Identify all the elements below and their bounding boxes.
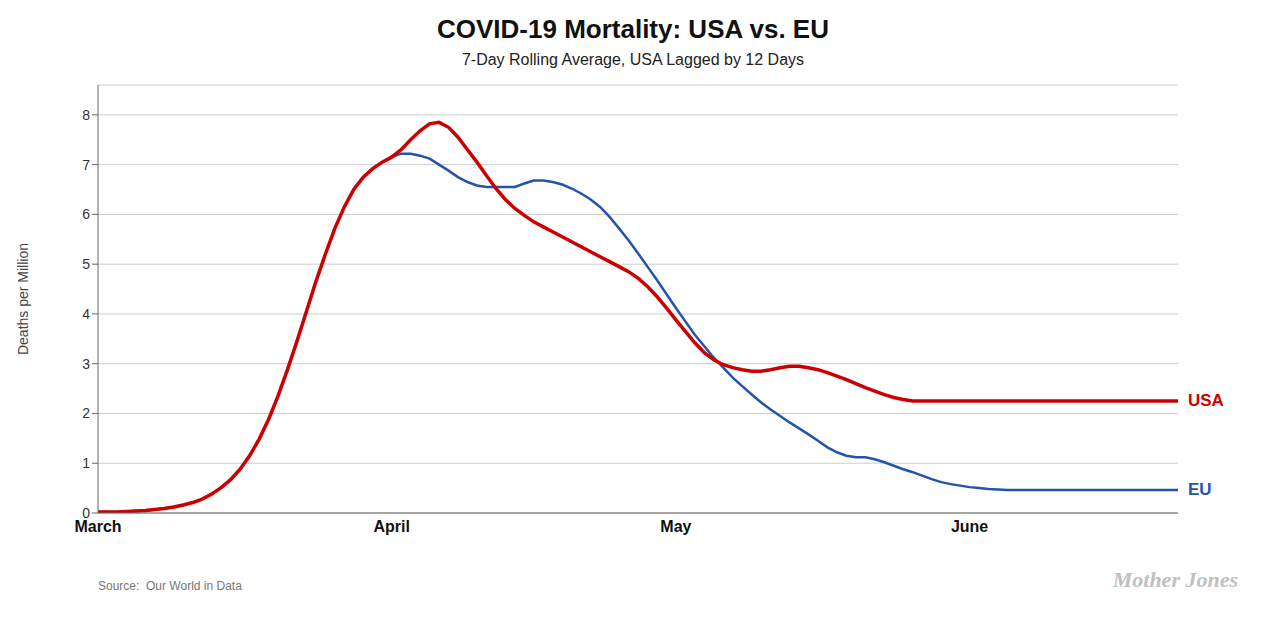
svg-text:7: 7: [82, 157, 90, 173]
svg-text:June: June: [951, 518, 988, 535]
svg-text:0: 0: [82, 505, 90, 521]
svg-text:Deaths per Million: Deaths per Million: [15, 243, 31, 355]
svg-text:2: 2: [82, 405, 90, 421]
html-text:Mother Jones: Mother Jones: [1112, 567, 1238, 592]
svg-text:April: April: [373, 518, 409, 535]
svg-text:March: March: [74, 518, 122, 536]
html-text:COVID-19 Mortality: USA vs. EU: COVID-19 Mortality: USA vs. EU: [437, 14, 829, 44]
svg-text:USA: USA: [1188, 391, 1224, 410]
svg-text:EU: EU: [1188, 480, 1212, 499]
svg-text:3: 3: [82, 356, 90, 372]
svg-text:8: 8: [82, 107, 90, 123]
svg-text:1: 1: [82, 455, 90, 471]
svg-text:May: May: [660, 518, 691, 535]
svg-text:6: 6: [82, 206, 90, 222]
html-text:7-Day Rolling Average, USA Lag: 7-Day Rolling Average, USA Lagged by 12 …: [461, 51, 805, 68]
svg-text:4: 4: [82, 306, 90, 322]
svg-text:5: 5: [82, 256, 90, 272]
html-text:Source: Our World in Data: Source: Our World in Data: [98, 579, 242, 593]
